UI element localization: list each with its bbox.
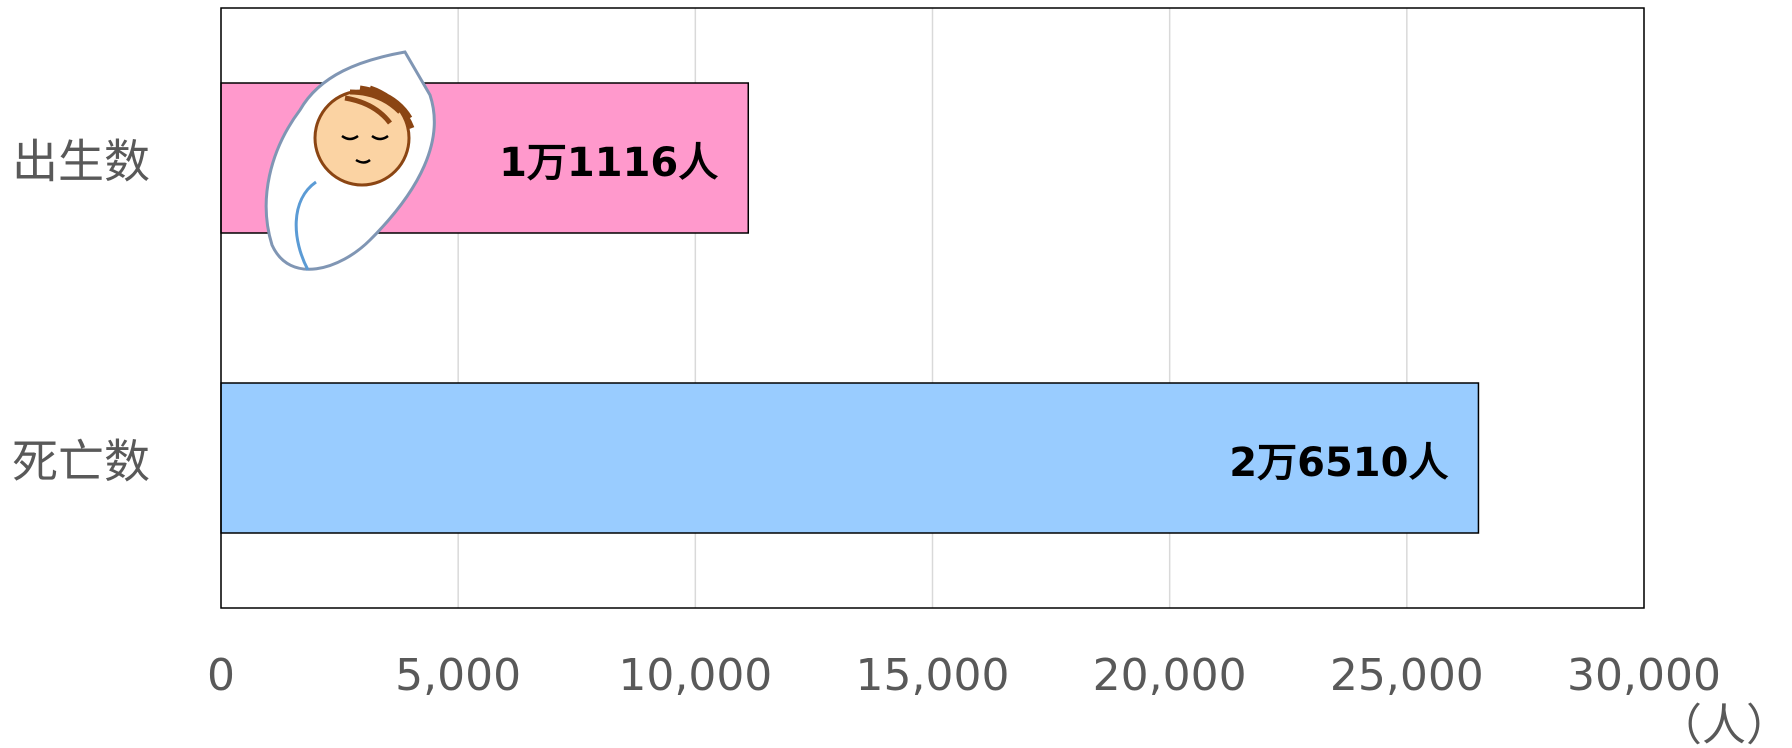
y-tick-label: 死亡数 [12, 435, 150, 489]
value-label: 2万6510人 [1229, 440, 1448, 486]
value-label: 1万1116人 [499, 140, 718, 186]
x-tick-label: 25,000 [1330, 650, 1484, 701]
page: （人） 0 5,000 10,000 15,000 20,000 25,000 30,000… [0, 0, 1792, 748]
x-tick-label: 30,000 [1567, 650, 1721, 701]
y-tick-label: 出生数 [12, 135, 150, 189]
x-tick-label: 5,000 [395, 650, 521, 701]
x-axis-label: （人） [1658, 700, 1790, 748]
x-tick-label: 0 [207, 650, 235, 701]
x-tick-label: 10,000 [618, 650, 772, 701]
x-tick-label: 15,000 [856, 650, 1010, 701]
chart: （人） 0 5,000 10,000 15,000 20,000 25,000 30,000… [0, 0, 1792, 748]
x-tick-label: 20,000 [1093, 650, 1247, 701]
